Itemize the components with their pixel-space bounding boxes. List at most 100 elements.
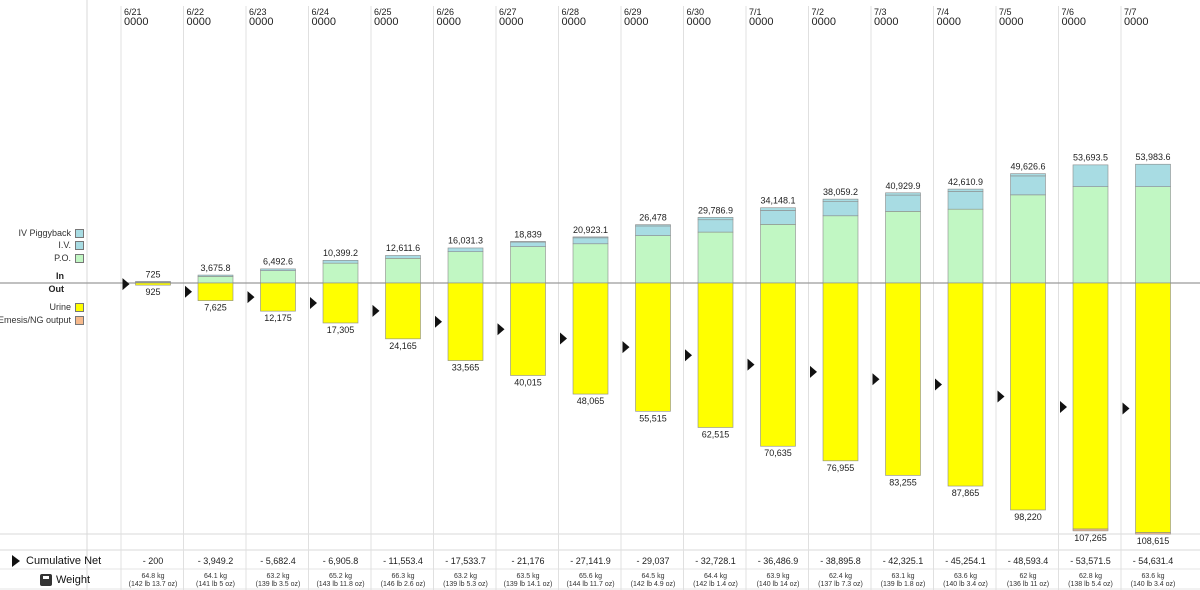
date-label: 7/7 xyxy=(1124,7,1137,17)
weight-lb-value: (142 lb 4.9 oz) xyxy=(631,581,676,588)
legend-swatch-po xyxy=(75,253,84,263)
cumulative-net-value: - 32,728.1 xyxy=(695,556,736,566)
legend-label: IV Piggyback xyxy=(18,228,71,238)
expand-arrow-icon xyxy=(247,291,255,304)
cumulative-net-value: - 45,254.1 xyxy=(945,556,986,566)
weight-kg-value: 66.3 kg xyxy=(392,573,415,580)
in-total-label: 38,059.2 xyxy=(823,187,858,197)
cumulative-net-value: - 48,593.4 xyxy=(1008,556,1049,566)
expand-arrow-icon xyxy=(1122,402,1130,415)
weight-lb-value: (144 lb 11.7 oz) xyxy=(566,581,614,588)
cumulative-net-value: - 38,895.8 xyxy=(820,556,861,566)
expand-arrow-icon xyxy=(435,315,442,328)
in-total-label: 12,611.6 xyxy=(386,243,420,253)
po-bar xyxy=(447,251,484,284)
legend-label: I.V. xyxy=(58,240,71,250)
iv-bar xyxy=(760,210,796,225)
weight-kg-value: 63.9 kg xyxy=(767,573,790,580)
in-total-label: 3,675.8 xyxy=(200,263,230,273)
out-total-label: 83,255 xyxy=(889,477,917,487)
legend-swatch-urine xyxy=(75,302,84,312)
scale-icon xyxy=(40,574,52,586)
weight-lb-value: (139 lb 3.5 oz) xyxy=(256,581,301,588)
weight-lb-value: (139 lb 1.8 oz) xyxy=(881,581,926,588)
in-total-label: 18,839 xyxy=(514,229,542,239)
iv-bar xyxy=(885,194,921,212)
cumulative-net-toggle[interactable]: Cumulative Net xyxy=(0,555,101,567)
date-label: 6/29 xyxy=(624,7,642,17)
iv-bar xyxy=(697,219,734,233)
weight-lb-value: (140 lb 3.4 oz) xyxy=(943,581,988,588)
weight-kg-value: 63.6 kg xyxy=(954,573,977,580)
po-bar xyxy=(885,211,921,284)
legend-swatch-ivpb xyxy=(75,228,84,238)
in-total-label: 10,399.2 xyxy=(323,248,358,258)
date-label: 6/21 xyxy=(124,7,142,17)
expand-arrow-icon xyxy=(810,365,817,378)
date-label: 7/4 xyxy=(937,7,950,17)
iv-bar xyxy=(322,260,359,264)
out-total-label: 40,015 xyxy=(514,377,542,387)
out-total-label: 98,220 xyxy=(1014,512,1042,522)
urine-bar xyxy=(760,282,796,447)
cumulative-net-value: - 29,037 xyxy=(636,556,669,566)
expand-arrow-icon xyxy=(560,332,567,345)
out-total-label: 107,265 xyxy=(1074,533,1107,543)
weight-kg-value: 64.1 kg xyxy=(204,573,227,580)
iv-piggyback-bar xyxy=(947,188,984,192)
weight-kg-value: 65.2 kg xyxy=(329,573,352,580)
legend-swatch-iv xyxy=(75,240,84,250)
legend-swatch-emesis xyxy=(75,315,84,325)
iv-piggyback-bar xyxy=(885,192,921,196)
out-total-label: 48,065 xyxy=(577,396,605,406)
weight-kg-value: 64.8 kg xyxy=(142,573,165,580)
time-label: 0000 xyxy=(1062,16,1086,28)
cumulative-net-value: - 6,905.8 xyxy=(323,556,359,566)
expand-arrow-icon xyxy=(747,358,755,371)
cumulative-net-value: - 36,486.9 xyxy=(758,556,799,566)
expand-arrow-icon xyxy=(1060,400,1067,413)
out-total-label: 55,515 xyxy=(639,413,667,423)
iv-piggyback-bar xyxy=(697,217,734,221)
urine-bar xyxy=(885,282,921,476)
cumulative-net-value: - 3,949.2 xyxy=(198,556,234,566)
time-label: 0000 xyxy=(124,16,148,28)
iv-bar xyxy=(197,274,234,277)
legend-label: P.O. xyxy=(54,253,71,263)
weight-kg-value: 64.5 kg xyxy=(642,573,665,580)
urine-bar xyxy=(260,282,296,312)
in-total-label: 20,923.1 xyxy=(573,225,608,235)
cumulative-net-value: - 54,631.4 xyxy=(1133,556,1174,566)
cumulative-net-value: - 53,571.5 xyxy=(1070,556,1111,566)
weight-kg-value: 63.2 kg xyxy=(267,573,290,580)
weight-lb-value: (138 lb 5.4 oz) xyxy=(1068,581,1113,588)
date-label: 7/6 xyxy=(1062,7,1075,17)
po-bar xyxy=(697,231,734,284)
weight-row-label: Weight xyxy=(0,574,90,586)
weight-lb-value: (143 lb 11.8 oz) xyxy=(316,581,364,588)
date-label: 7/5 xyxy=(999,7,1012,17)
weight-kg-value: 62.8 kg xyxy=(1079,573,1102,580)
emesis-bar xyxy=(1072,528,1109,532)
weight-kg-value: 63.6 kg xyxy=(1142,573,1165,580)
urine-bar xyxy=(635,282,671,412)
weight-kg-value: 63.2 kg xyxy=(454,573,477,580)
in-total-label: 29,786.9 xyxy=(698,205,733,215)
iv-bar xyxy=(1135,163,1171,187)
urine-bar xyxy=(947,282,984,487)
weight-kg-value: 63.1 kg xyxy=(892,573,915,580)
iv-piggyback-bar xyxy=(572,236,609,239)
weight-lb-value: (140 lb 14 oz) xyxy=(757,581,800,588)
po-bar xyxy=(947,208,984,284)
in-total-label: 53,983.6 xyxy=(1135,152,1170,162)
po-bar xyxy=(260,270,296,284)
iv-bar xyxy=(822,201,859,217)
iv-piggyback-bar xyxy=(760,207,796,211)
urine-bar xyxy=(1135,282,1171,533)
out-total-label: 24,165 xyxy=(389,341,417,351)
po-bar xyxy=(572,243,609,284)
legend-item-iv: I.V. xyxy=(58,239,84,251)
weight-kg-value: 63.5 kg xyxy=(517,573,540,580)
in-total-label: 725 xyxy=(145,269,160,279)
